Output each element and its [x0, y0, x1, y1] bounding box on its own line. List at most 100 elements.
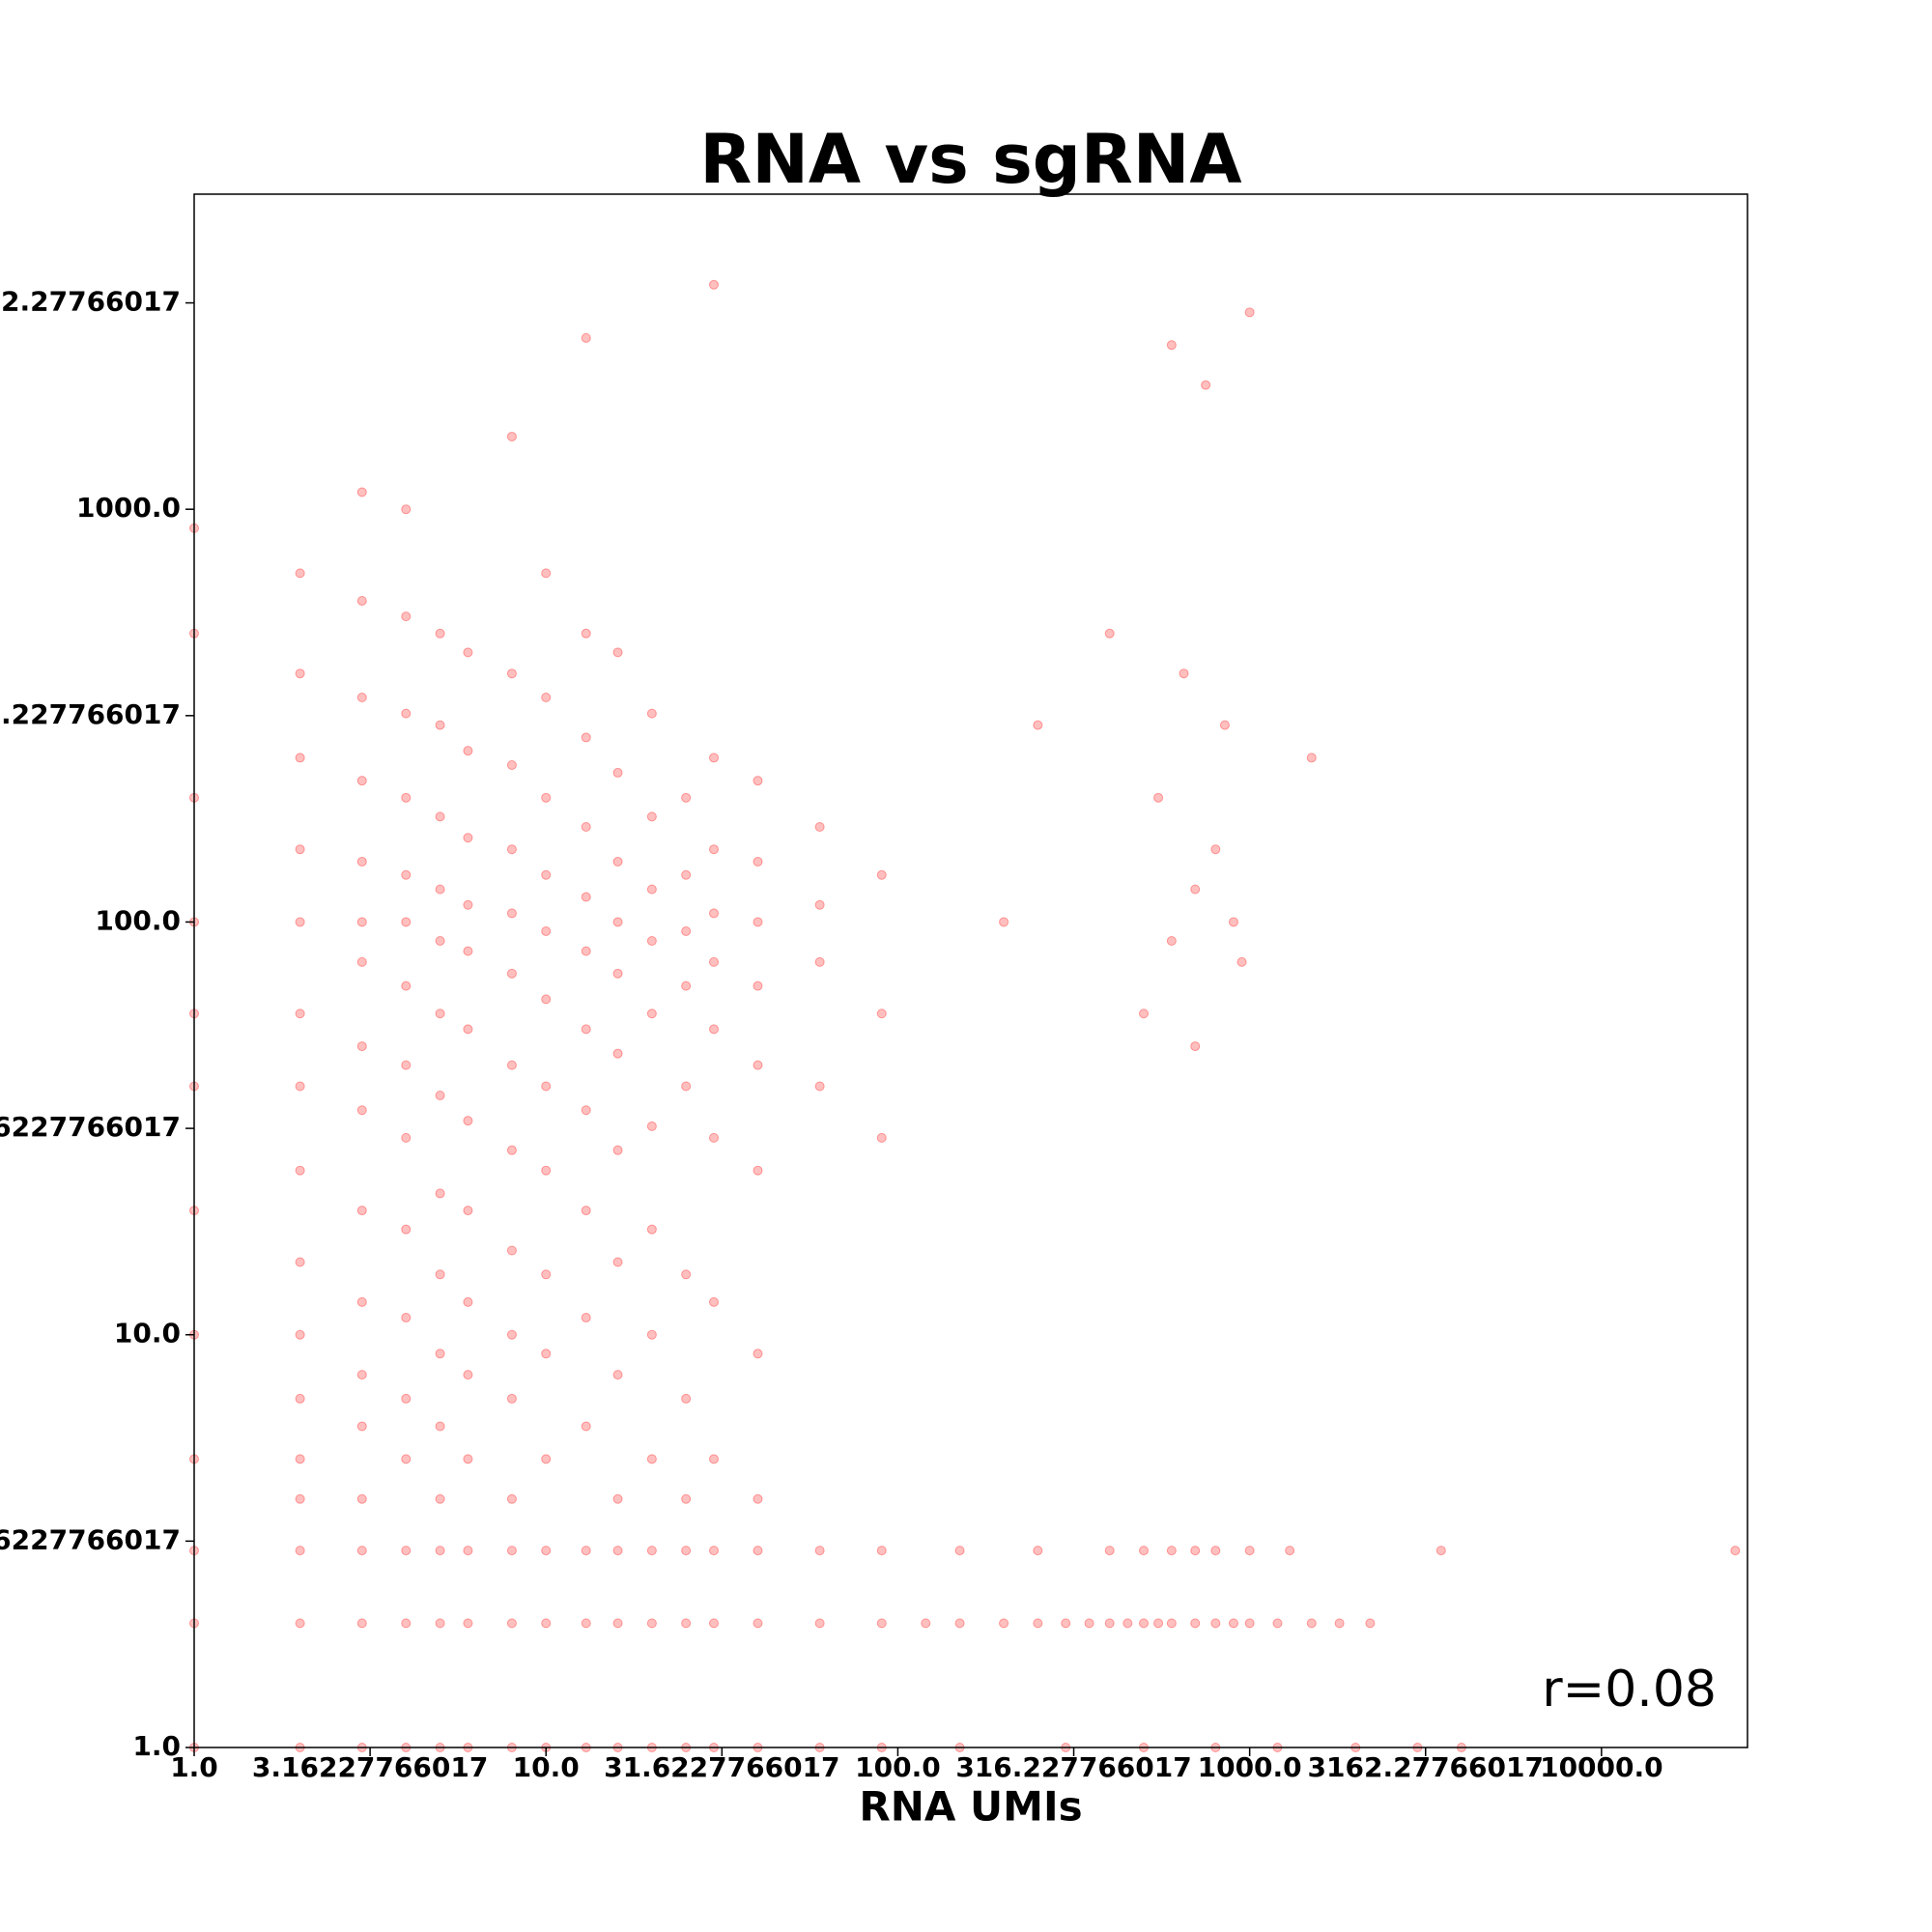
point — [506, 1393, 517, 1404]
point — [1272, 1618, 1283, 1629]
point — [814, 899, 825, 910]
point — [753, 1618, 763, 1629]
point — [1730, 1546, 1741, 1556]
point — [356, 1041, 367, 1052]
point — [463, 1546, 473, 1556]
point — [506, 1245, 517, 1256]
point — [463, 1206, 473, 1216]
point — [681, 792, 692, 803]
y-tick-label: 100.0 — [95, 904, 181, 936]
point — [435, 1618, 445, 1629]
point — [295, 1081, 305, 1092]
annotation: r=0.08 — [1542, 1661, 1717, 1719]
point — [401, 917, 412, 927]
point — [295, 844, 305, 855]
point — [463, 1618, 473, 1629]
point — [612, 647, 623, 658]
point — [541, 994, 552, 1005]
point — [506, 1329, 517, 1340]
point — [435, 720, 445, 730]
point — [541, 1165, 552, 1176]
point — [295, 1493, 305, 1504]
point — [1228, 1618, 1238, 1629]
point — [463, 946, 473, 956]
point — [463, 1024, 473, 1035]
point — [1139, 1618, 1150, 1629]
plot-frame — [193, 193, 1748, 1748]
point — [356, 692, 367, 702]
point — [506, 1060, 517, 1070]
point — [876, 1009, 887, 1019]
point — [581, 332, 591, 343]
point — [356, 1546, 367, 1556]
point — [921, 1618, 931, 1629]
point — [681, 869, 692, 880]
point — [506, 908, 517, 919]
point — [506, 760, 517, 771]
point — [814, 1546, 825, 1556]
point — [646, 936, 657, 947]
point — [708, 956, 719, 967]
point — [612, 1048, 623, 1059]
point — [435, 1546, 445, 1556]
point — [876, 1618, 887, 1629]
point — [506, 668, 517, 679]
point — [435, 1493, 445, 1504]
point — [435, 1421, 445, 1432]
point — [1210, 844, 1221, 855]
point — [463, 746, 473, 756]
point — [356, 1618, 367, 1629]
point — [1153, 792, 1164, 803]
chart-title: RNA vs sgRNA — [699, 120, 1241, 199]
point — [581, 1421, 591, 1432]
point — [1210, 1546, 1221, 1556]
point — [999, 1618, 1009, 1629]
point — [401, 1618, 412, 1629]
point — [814, 956, 825, 967]
point — [708, 1132, 719, 1143]
point — [506, 431, 517, 441]
point — [435, 811, 445, 822]
point — [401, 611, 412, 622]
point — [708, 908, 719, 919]
point — [708, 1618, 719, 1629]
point — [435, 1009, 445, 1019]
point — [1190, 884, 1201, 895]
point — [295, 568, 305, 579]
point — [295, 1546, 305, 1556]
point — [541, 1269, 552, 1280]
point — [646, 1121, 657, 1131]
point — [753, 857, 763, 867]
point — [1306, 753, 1317, 763]
point — [435, 884, 445, 895]
y-tick-label: 3162.27766017 — [0, 286, 181, 318]
point — [506, 1618, 517, 1629]
point — [681, 1393, 692, 1404]
x-axis-label: RNA UMIs — [859, 1783, 1082, 1831]
point — [708, 1454, 719, 1464]
point — [295, 753, 305, 763]
point — [1219, 720, 1230, 730]
point — [1104, 628, 1115, 639]
point — [612, 1257, 623, 1267]
point — [581, 1024, 591, 1035]
point — [646, 1546, 657, 1556]
point — [1228, 917, 1238, 927]
x-tick-label: 3.16227766017 — [252, 1751, 488, 1783]
point — [541, 792, 552, 803]
point — [581, 1105, 591, 1116]
point — [356, 917, 367, 927]
point — [581, 821, 591, 832]
point — [401, 1224, 412, 1235]
point — [814, 1081, 825, 1092]
point — [1190, 1618, 1201, 1629]
x-tick-label: 316.227766017 — [955, 1751, 1191, 1783]
point — [1084, 1618, 1094, 1629]
point — [876, 1546, 887, 1556]
point — [401, 792, 412, 803]
point — [295, 1009, 305, 1019]
point — [646, 1454, 657, 1464]
point — [646, 1224, 657, 1235]
point — [753, 1060, 763, 1070]
